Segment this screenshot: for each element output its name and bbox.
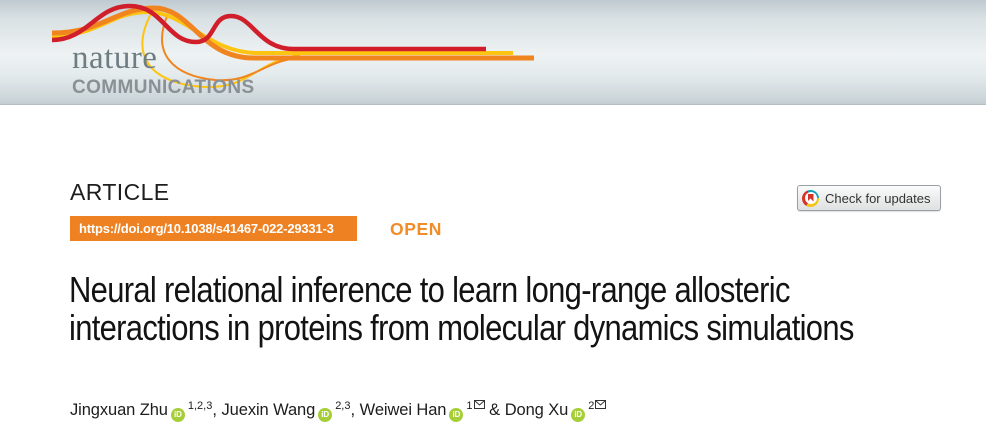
orcid-icon[interactable]: iD (571, 408, 586, 422)
author-name[interactable]: Jingxuan Zhu (70, 401, 168, 419)
article-type-label: ARTICLE (70, 179, 170, 205)
orcid-icon[interactable]: iD (449, 408, 464, 422)
author-name[interactable]: Weiwei Han (359, 401, 447, 419)
author-affiliation-sup: 1 (466, 399, 485, 412)
journal-logo[interactable]: nature COMMUNICATIONS (72, 40, 255, 98)
check-for-updates-button[interactable]: Check for updates (797, 185, 941, 211)
crossmark-icon (802, 189, 819, 207)
orcid-icon[interactable]: iD (170, 408, 185, 422)
author-affiliation-sup: 1,2,3 (187, 399, 213, 412)
author-name[interactable]: Juexin Wang (221, 401, 316, 419)
nature-wordmark: nature (72, 40, 158, 76)
journal-banner: nature COMMUNICATIONS (0, 0, 986, 105)
author: Jingxuan Zhu iD1,2,3, (70, 399, 222, 422)
author-separator: , (212, 401, 222, 419)
author-list: Jingxuan Zhu iD1,2,3, Juexin Wang iD2,3, W… (70, 398, 970, 422)
author-separator: & (484, 401, 505, 419)
author: Weiwei Han iD1 & (359, 399, 505, 422)
author: Dong Xu iD2 (504, 399, 607, 422)
email-corresponding-icon (473, 399, 485, 409)
nature-swoosh-graphic (51, 3, 534, 89)
author-separator: , (350, 401, 360, 419)
article-title: Neural relational inference to learn lon… (69, 269, 854, 348)
orcid-icon[interactable]: iD (318, 408, 333, 422)
author-affiliation-sup: 2,3 (335, 399, 351, 412)
author: Juexin Wang iD2,3, (221, 399, 360, 422)
author-name[interactable]: Dong Xu (504, 401, 569, 419)
check-for-updates-label: Check for updates (825, 190, 931, 206)
open-access-label: OPEN (390, 219, 442, 239)
doi-link[interactable]: https://doi.org/10.1038/s41467-022-29331… (70, 216, 357, 241)
email-corresponding-icon (595, 399, 607, 409)
author-affiliation-sup: 2 (588, 399, 607, 412)
communications-wordmark: COMMUNICATIONS (72, 77, 255, 98)
